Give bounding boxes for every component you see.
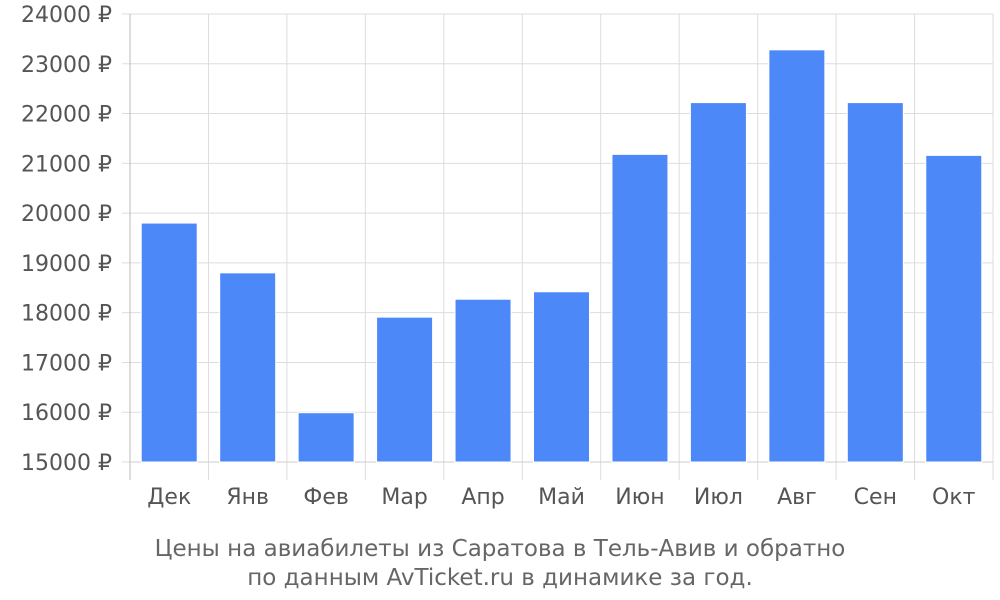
bar <box>689 102 747 463</box>
y-tick-label: 22000 ₽ <box>21 103 112 128</box>
y-tick-labels: 15000 ₽ 16000 ₽ 17000 ₽ 18000 ₽ 19000 ₽ 20000… <box>21 3 112 476</box>
y-tick-label: 21000 ₽ <box>21 152 112 177</box>
bar <box>376 316 434 463</box>
chart-caption-line-1: Цены на авиабилеты из Саратова в Тель-Ав… <box>155 536 846 562</box>
bar <box>140 222 198 463</box>
y-tick-label: 19000 ₽ <box>21 252 112 277</box>
x-tick-label: Июл <box>694 485 743 510</box>
x-tick-label: Фев <box>303 485 348 510</box>
bar <box>454 298 512 463</box>
bar <box>533 291 590 463</box>
x-tick-label: Июн <box>615 485 664 510</box>
y-tick-label: 18000 ₽ <box>21 302 112 327</box>
x-tick-label: Окт <box>932 485 976 510</box>
bar <box>219 272 277 463</box>
chart-caption-line-2: по данным AvTicket.ru в динамике за год. <box>247 565 753 591</box>
x-tick-label: Апр <box>461 485 504 510</box>
x-tick-label: Май <box>538 485 585 510</box>
y-tick-label: 16000 ₽ <box>21 401 112 426</box>
bar <box>925 154 983 463</box>
x-tick-label: Авг <box>777 485 817 510</box>
grid-lines <box>122 13 994 480</box>
x-tick-labels: Дек Янв Фев Мар Апр Май Июн Июл Авг Сен Окт <box>147 485 975 510</box>
bar <box>768 49 826 463</box>
bar <box>846 102 904 463</box>
bars <box>140 49 983 463</box>
x-tick-label: Сен <box>854 485 897 510</box>
y-tick-label: 17000 ₽ <box>21 351 112 376</box>
y-tick-label: 20000 ₽ <box>21 202 112 227</box>
x-tick-label: Янв <box>226 485 269 510</box>
bar <box>611 153 669 463</box>
bar <box>297 412 355 463</box>
y-tick-label: 15000 ₽ <box>21 451 112 476</box>
x-tick-label: Дек <box>147 485 191 510</box>
y-tick-label: 24000 ₽ <box>21 3 112 28</box>
y-tick-label: 23000 ₽ <box>21 53 112 78</box>
x-tick-label: Мар <box>381 485 427 510</box>
